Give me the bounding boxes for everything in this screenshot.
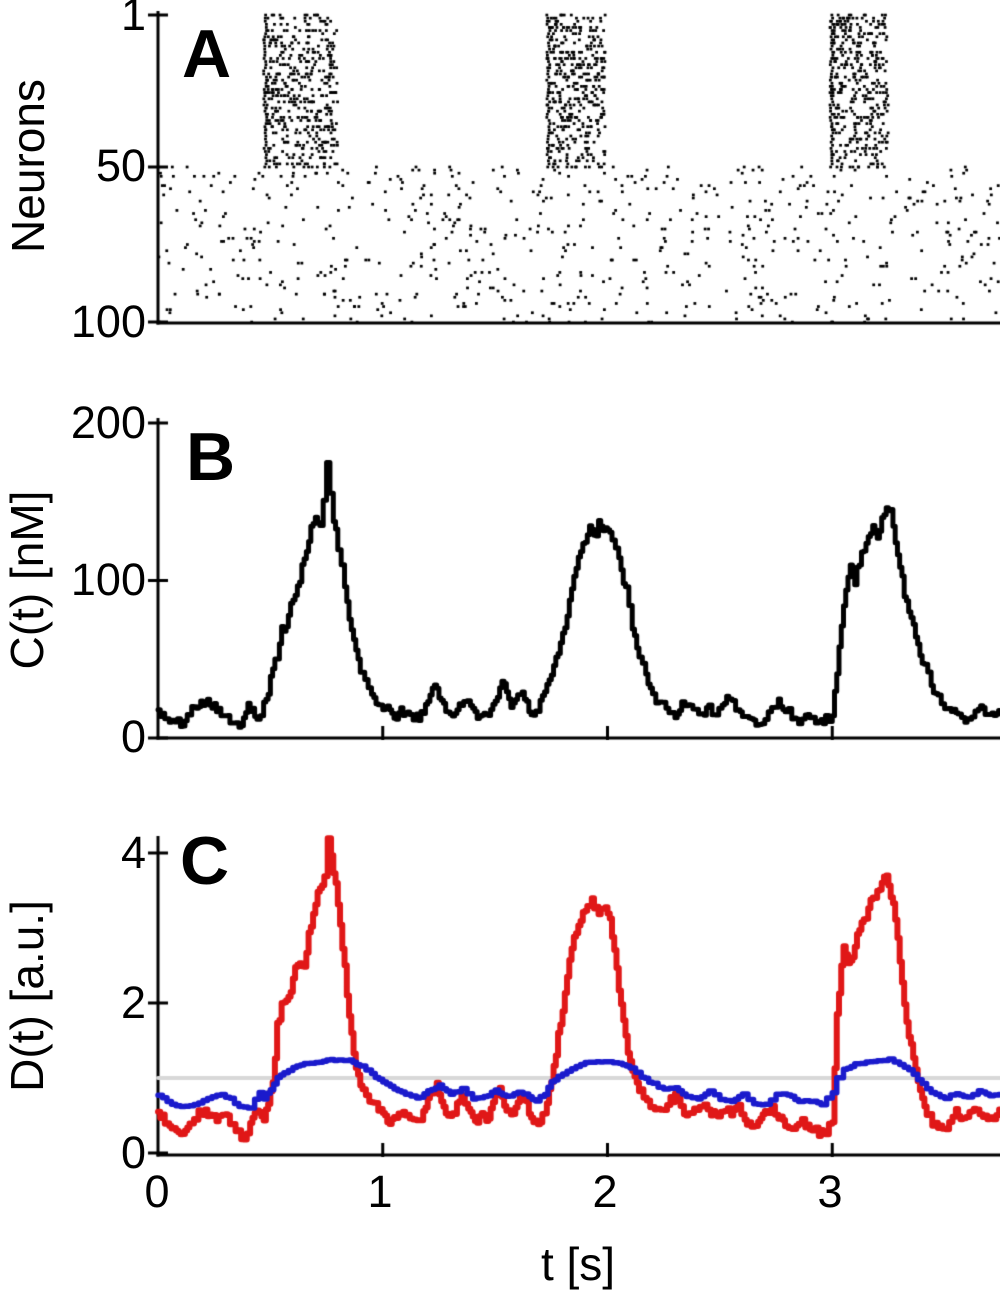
panel-c-ytick-4: 4	[120, 827, 146, 878]
xtick-1: 1	[367, 1166, 393, 1217]
panel-b-ytick-200: 200	[70, 397, 146, 448]
panel-a-ytick-100: 100	[70, 296, 146, 347]
x-axis-title: t [s]	[540, 1238, 616, 1290]
panel-a-label: A	[182, 16, 232, 92]
panel-a-ytick-50: 50	[95, 140, 146, 191]
xtick-3: 3	[817, 1166, 843, 1217]
panel-b-y-axis-title: C(t) [nM]	[1, 490, 53, 670]
panel-c-y-axis-title: D(t) [a.u.]	[1, 900, 53, 1092]
panel-a-ytick-1: 1	[120, 0, 146, 40]
panel-b-ytick-100: 100	[70, 554, 146, 605]
panel-c-ytick-2: 2	[120, 977, 146, 1028]
panel-b-label: B	[186, 419, 236, 495]
xtick-0: 0	[144, 1166, 170, 1217]
xtick-2: 2	[592, 1166, 618, 1217]
panel-b-ytick-0: 0	[120, 711, 146, 762]
panel-c-label: C	[180, 823, 230, 899]
panel-a-y-axis-title: Neurons	[2, 79, 54, 253]
panel-c-ytick-0: 0	[120, 1127, 146, 1178]
